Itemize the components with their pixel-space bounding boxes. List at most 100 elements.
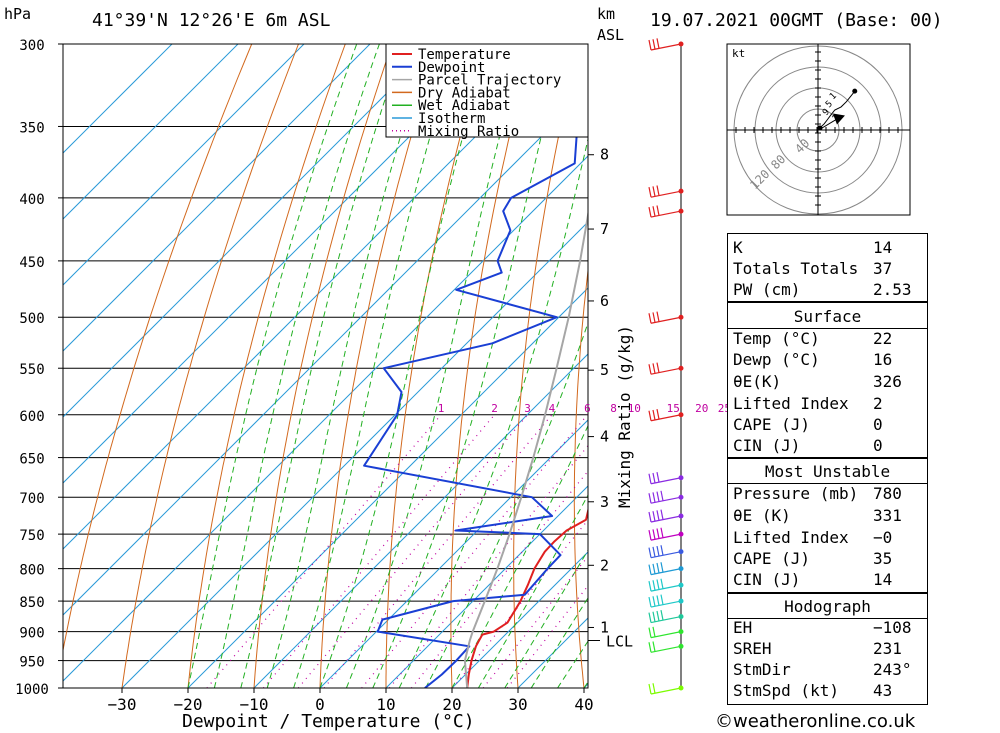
location-label: 41°39'N 12°26'E 6m ASL — [92, 10, 331, 31]
wet-adiabat-line — [425, 321, 588, 688]
dry-adiabat-line — [450, 44, 533, 688]
km-tick-label: 7 — [600, 220, 609, 238]
mixing-ratio-label: 4 — [549, 402, 556, 415]
mixing-ratio-line — [297, 414, 529, 688]
dry-adiabat-line — [187, 44, 346, 688]
pressure-tick-label: 850 — [19, 595, 44, 611]
isotherm-line — [63, 44, 371, 352]
pressure-tick-label: 1000 — [15, 682, 49, 698]
mixing-ratio-label: 3 — [524, 402, 531, 415]
parcel-trajectory-line — [463, 209, 588, 688]
hpa-unit-label: hPa — [4, 5, 32, 23]
surface-theta-value: 326 — [873, 372, 902, 391]
wet-adiabat-line — [319, 44, 490, 688]
mu-theta-value: 331 — [873, 506, 902, 525]
pressure-tick-label: 900 — [19, 626, 44, 642]
surface-cin-value: 0 — [873, 436, 883, 455]
dry-adiabat-line — [513, 44, 580, 688]
mixing-ratio-label: 15 — [667, 402, 680, 415]
hodograph-startpoint — [817, 125, 823, 131]
mixing-ratio-label: 6 — [584, 402, 591, 415]
wet-adiabat-line — [345, 44, 525, 688]
legend-label: Dewpoint — [418, 60, 485, 76]
mixing-ratio-line — [206, 414, 442, 688]
sreh-label: SREH — [733, 639, 772, 658]
km-tick-label: 1 — [600, 618, 609, 636]
surface-li-value: 2 — [873, 394, 883, 413]
totals-label: Totals Totals — [733, 259, 859, 278]
mixing-ratio-label: 10 — [628, 402, 641, 415]
isotherm-line — [63, 44, 173, 154]
wind-barb — [648, 545, 682, 559]
hodograph-trace — [817, 90, 856, 131]
legend-label: Parcel Trajectory — [418, 73, 561, 89]
wind-barb — [648, 362, 682, 375]
wind-barb — [648, 683, 682, 695]
km-tick-label: 6 — [600, 292, 609, 310]
isotherm-line — [63, 44, 305, 286]
wind-barb — [648, 490, 682, 504]
wet-adiabat-line — [451, 424, 588, 688]
sreh-value: 231 — [873, 639, 902, 658]
indices-table: K 14 Totals Totals 37 PW (cm) 2.53 — [727, 233, 928, 302]
mixing-ratio-axis-label: Mixing Ratio (g/kg) — [615, 325, 634, 508]
surface-temp-value: 22 — [873, 329, 893, 348]
temperature-line — [466, 506, 588, 688]
mixing-ratio-label: 8 — [610, 402, 617, 415]
wet-adiabat-line — [240, 44, 404, 688]
surface-cin-label: CIN (J) — [733, 436, 801, 455]
legend-label: Dry Adiabat — [418, 85, 511, 101]
hodo-title: Hodograph — [784, 597, 871, 616]
eh-value: −108 — [873, 618, 912, 637]
pressure-tick-label: 650 — [19, 452, 44, 468]
temp-tick-label: −10 — [240, 695, 269, 714]
asl-unit-label: ASL — [597, 26, 625, 44]
pressure-tick-label: 600 — [19, 409, 44, 425]
isotherm-line — [63, 44, 503, 484]
temp-tick-label: −20 — [174, 695, 203, 714]
temp-tick-label: 30 — [508, 695, 527, 714]
dry-adiabat-line — [121, 44, 299, 688]
legend-label: Isotherm — [418, 111, 485, 127]
wet-adiabat-line — [266, 44, 430, 688]
wind-barb — [648, 562, 682, 576]
wind-barb — [648, 205, 682, 218]
isotherm-line — [63, 44, 437, 418]
dry-adiabat-line — [952, 44, 1000, 688]
pw-label: PW (cm) — [733, 280, 801, 299]
most-unstable-table: Most Unstable Pressure (mb) 780 θE (K) 331… — [727, 458, 928, 593]
pressure-tick-label: 550 — [19, 362, 44, 378]
k-index-value: 14 — [873, 238, 893, 257]
mu-cin-label: CIN (J) — [733, 570, 801, 589]
mu-theta-label: θE (K) — [733, 506, 791, 525]
plot-frame — [62, 43, 589, 689]
mixing-ratio-line — [323, 414, 553, 688]
mixing-ratio-label: 1 — [438, 402, 445, 415]
dry-adiabat-line — [690, 44, 719, 688]
km-tick-label: 8 — [600, 146, 609, 164]
surface-cape-label: CAPE (J) — [733, 415, 811, 434]
pressure-tick-label: 300 — [19, 38, 44, 54]
wet-adiabat-line — [187, 44, 358, 688]
surface-li-label: Lifted Index — [733, 394, 849, 413]
copyright-link[interactable]: ©weatheronline.co.uk — [715, 711, 916, 732]
stmspd-value: 43 — [873, 681, 893, 700]
temp-tick-label: 10 — [376, 695, 395, 714]
surface-dewp-value: 16 — [873, 350, 893, 369]
stmdir-value: 243° — [873, 660, 912, 679]
isotherm-line — [63, 89, 588, 616]
pw-value: 2.53 — [873, 280, 912, 299]
mu-pressure-value: 780 — [873, 484, 902, 503]
wind-barb — [648, 626, 682, 639]
mu-cape-value: 35 — [873, 549, 893, 568]
hodograph-level-label: 5 — [824, 99, 835, 110]
wind-barb — [648, 185, 682, 198]
surface-title: Surface — [793, 307, 862, 326]
km-tick-label: 4 — [600, 428, 609, 446]
wet-adiabat-line — [398, 137, 588, 688]
mu-li-value: −0 — [873, 528, 893, 547]
dry-adiabat-line — [385, 44, 487, 688]
storm-motion-marker — [832, 113, 845, 125]
